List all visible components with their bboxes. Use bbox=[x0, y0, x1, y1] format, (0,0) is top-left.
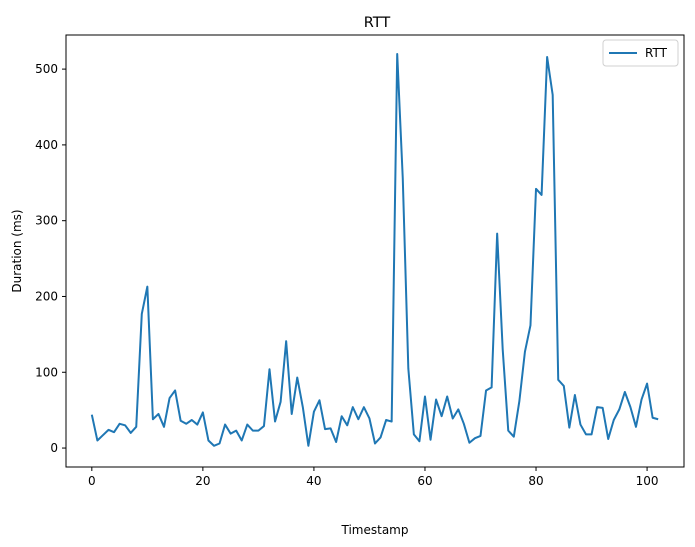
legend-label-rtt: RTT bbox=[645, 46, 668, 60]
x-axis-title: Timestamp bbox=[341, 523, 409, 537]
y-tick-label: 400 bbox=[35, 138, 58, 152]
x-tick-label: 60 bbox=[417, 474, 432, 488]
x-tick-label: 40 bbox=[306, 474, 321, 488]
y-axis: 0 100 200 300 400 500 bbox=[35, 62, 66, 455]
series-layer bbox=[90, 52, 659, 447]
plot-area bbox=[65, 34, 685, 468]
x-tick-label: 20 bbox=[195, 474, 210, 488]
legend: RTT bbox=[602, 39, 679, 67]
chart-title: RTT bbox=[364, 15, 391, 31]
x-tick-label: 100 bbox=[636, 474, 659, 488]
legend-box bbox=[602, 39, 679, 67]
y-tick-label: 300 bbox=[35, 214, 58, 228]
x-tick-label: 80 bbox=[528, 474, 543, 488]
y-tick-label: 100 bbox=[35, 365, 58, 379]
plot-frame bbox=[65, 34, 685, 468]
y-tick-label: 0 bbox=[50, 441, 58, 455]
series-line-rtt bbox=[90, 52, 659, 447]
y-tick-label: 200 bbox=[35, 289, 58, 303]
x-axis: 0 20 40 60 80 100 bbox=[88, 467, 659, 488]
y-tick-label: 500 bbox=[35, 62, 58, 76]
x-tick-label: 0 bbox=[88, 474, 96, 488]
y-axis-title: Duration (ms) bbox=[10, 209, 24, 292]
